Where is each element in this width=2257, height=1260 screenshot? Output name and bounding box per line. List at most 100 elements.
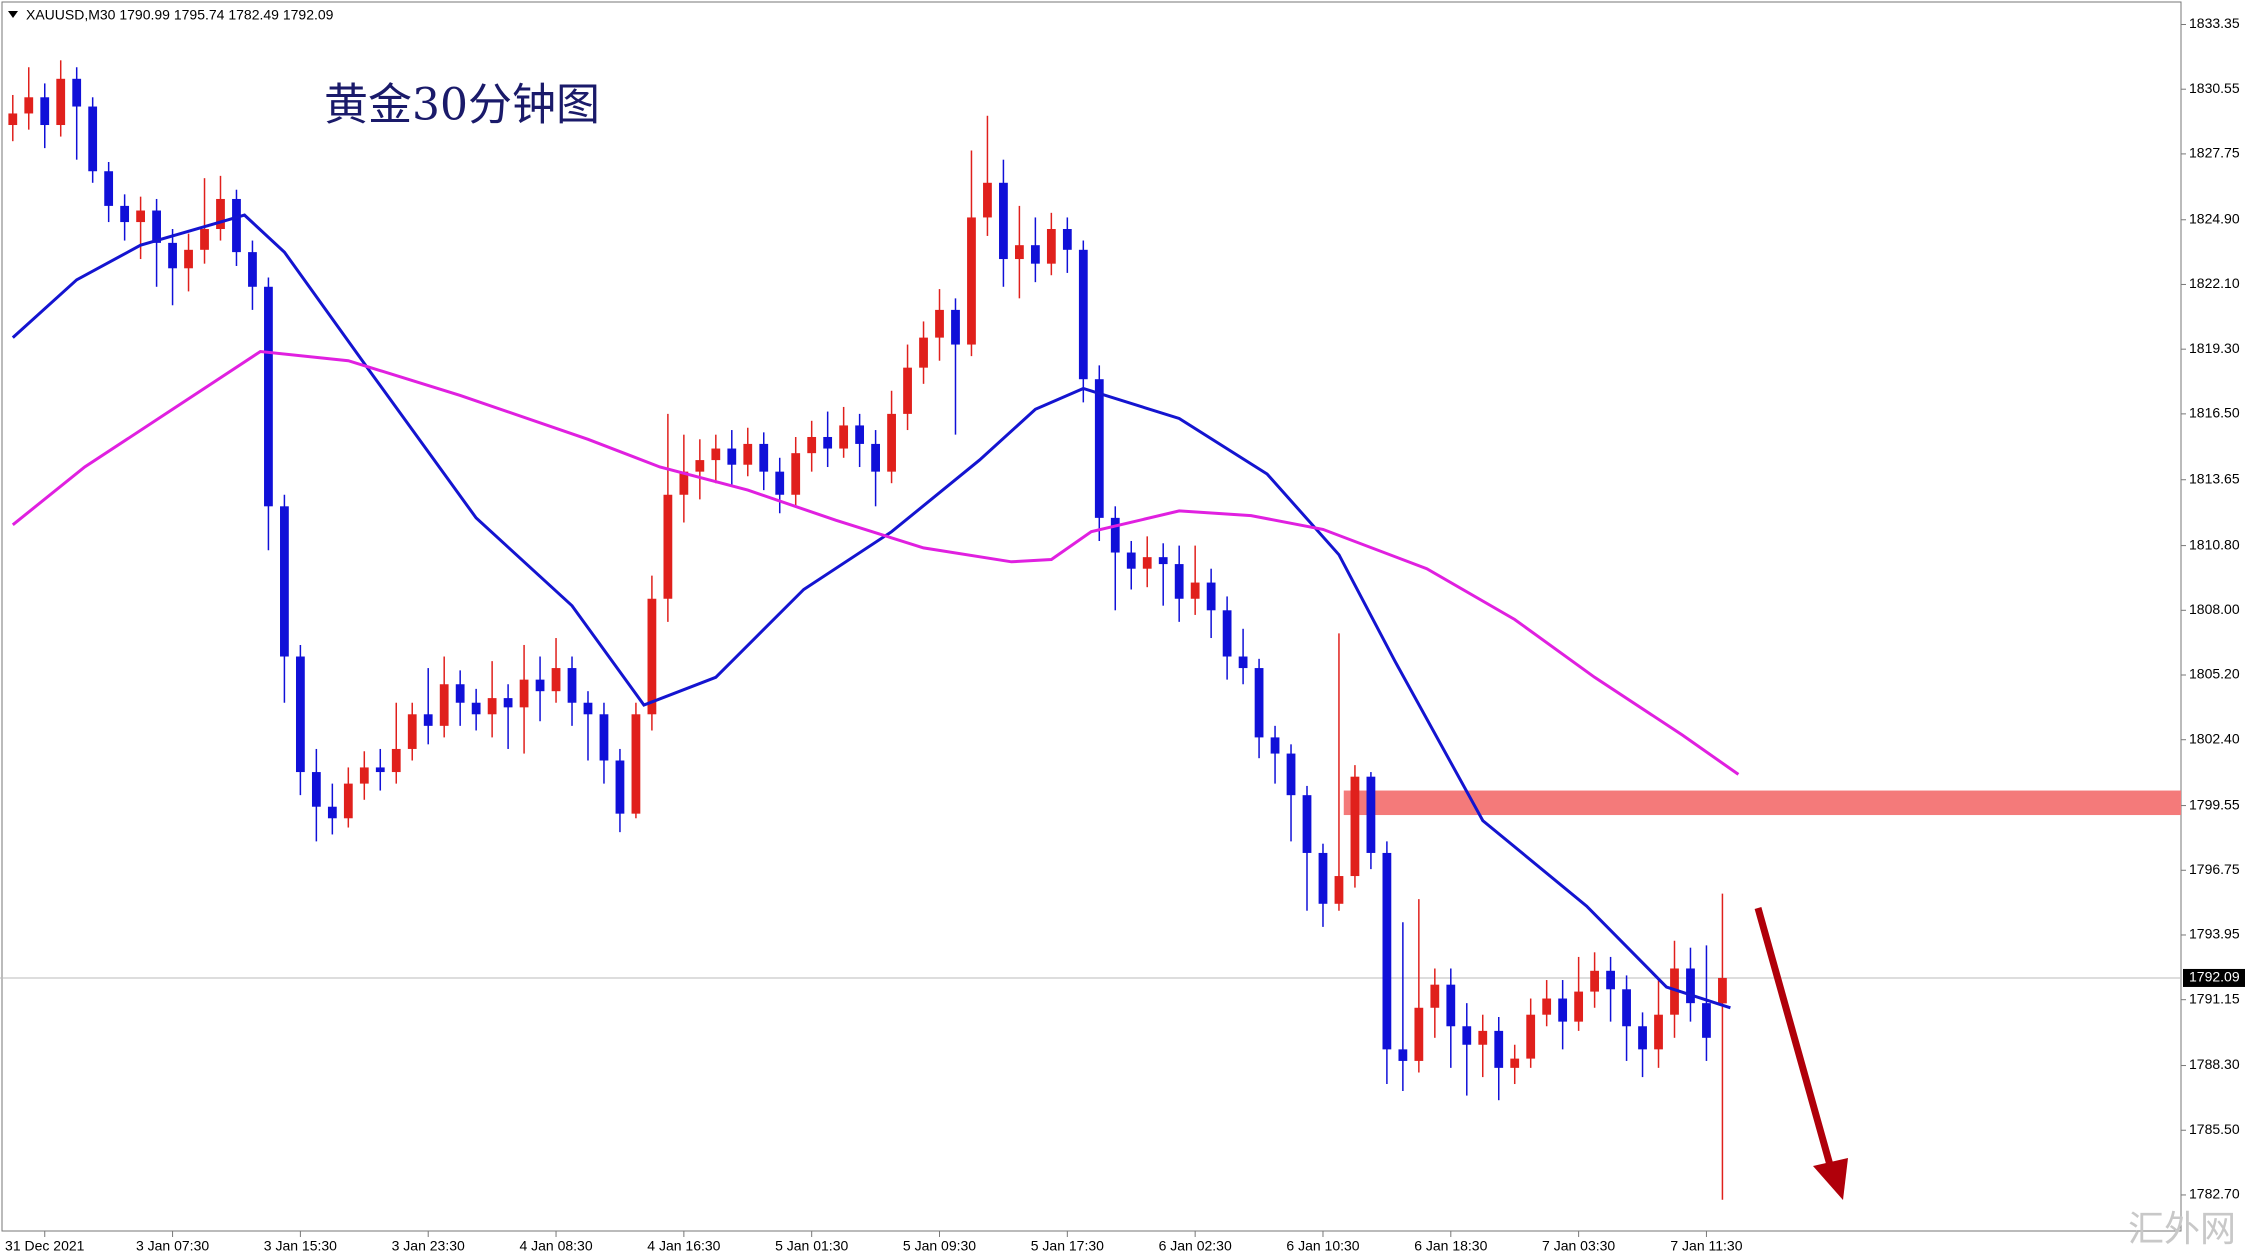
candle-body — [839, 425, 849, 449]
candle-body — [1542, 998, 1552, 1015]
y-tick-label: 1796.75 — [2189, 861, 2240, 877]
candle-body — [200, 229, 209, 250]
candle-body — [1142, 557, 1152, 569]
candle-body — [1670, 968, 1679, 1015]
candle-body — [1078, 249, 1088, 380]
candle-body — [216, 198, 225, 230]
candle-body — [295, 656, 305, 773]
candle-body — [1110, 517, 1120, 553]
candle-body — [407, 714, 417, 749]
current-price-box — [2183, 968, 2245, 987]
candle-body — [24, 97, 34, 114]
candle-body — [1414, 1007, 1424, 1061]
candle-body — [1174, 564, 1184, 599]
candle-body — [1350, 776, 1360, 877]
candle-body — [551, 668, 561, 692]
candle-body — [232, 198, 241, 253]
x-tick-label: 31 Dec 2021 — [5, 1238, 85, 1254]
chart-title: 黄金30分钟图 — [324, 80, 600, 131]
candle-body — [487, 698, 497, 715]
x-tick-label: 6 Jan 02:30 — [1159, 1238, 1232, 1254]
candle-body — [807, 436, 817, 454]
x-tick-label: 3 Jan 07:30 — [136, 1238, 209, 1254]
y-tick-label: 1833.35 — [2189, 15, 2240, 31]
x-tick-label: 3 Jan 15:30 — [264, 1238, 337, 1254]
candle-body — [359, 767, 369, 784]
x-tick-label: 6 Jan 18:30 — [1414, 1238, 1487, 1254]
candle-body — [759, 443, 769, 472]
candle-body — [1270, 737, 1280, 754]
y-tick-label: 1827.75 — [2189, 145, 2240, 161]
candle-body — [152, 210, 161, 243]
candle-body — [567, 668, 577, 703]
candle-body — [391, 748, 401, 773]
candle-body — [1558, 998, 1568, 1022]
candle-body — [631, 714, 641, 814]
candle-body — [1686, 968, 1695, 1004]
x-tick-label: 4 Jan 08:30 — [519, 1238, 592, 1254]
candle-body — [423, 714, 433, 726]
candle-body — [1382, 852, 1392, 1050]
x-tick-label: 5 Jan 17:30 — [1031, 1238, 1104, 1254]
candle-body — [56, 78, 66, 126]
y-tick-label: 1822.10 — [2189, 275, 2240, 291]
y-tick-label: 1782.70 — [2189, 1186, 2240, 1202]
x-tick-label: 6 Jan 10:30 — [1286, 1238, 1359, 1254]
y-tick-label: 1791.15 — [2189, 990, 2240, 1006]
y-tick-label: 1785.50 — [2189, 1121, 2240, 1137]
y-tick-label: 1805.20 — [2189, 666, 2240, 682]
y-tick-label: 1793.95 — [2189, 926, 2240, 942]
candle-body — [1015, 245, 1024, 260]
candle-body — [871, 443, 880, 472]
y-tick-label: 1788.30 — [2189, 1056, 2240, 1072]
candle-body — [1334, 876, 1344, 904]
resistance-zone — [1343, 790, 2181, 816]
candle-body — [1366, 776, 1376, 853]
candle-body — [1302, 795, 1312, 853]
candle-body — [343, 783, 353, 819]
candle-body — [88, 106, 98, 172]
candle-body — [1478, 1030, 1488, 1045]
candle-body — [999, 182, 1008, 260]
y-tick-label: 1813.65 — [2189, 470, 2240, 486]
y-tick-label: 1816.50 — [2189, 405, 2240, 421]
candle-body — [983, 182, 992, 218]
candle-body — [1254, 668, 1264, 738]
y-tick-label: 1808.00 — [2189, 601, 2240, 617]
candle-body — [695, 460, 705, 472]
candle-body — [72, 78, 82, 107]
candle-body — [1094, 379, 1104, 518]
candle-body — [1526, 1014, 1536, 1059]
candle-body — [184, 249, 193, 269]
candle-body — [280, 506, 289, 657]
candle-body — [967, 217, 976, 345]
chart-header: XAUUSD,M30 1790.99 1795.74 1782.49 1792.… — [26, 7, 334, 23]
trend-arrow — [1754, 907, 1848, 1200]
candle-body — [1430, 984, 1440, 1008]
candle-body — [1126, 552, 1136, 569]
candle-body — [471, 702, 481, 715]
candle-body — [1398, 1049, 1408, 1061]
x-tick-label: 4 Jan 16:30 — [647, 1238, 720, 1254]
candle-body — [104, 171, 114, 206]
candle-body — [679, 471, 689, 495]
candle-body — [775, 471, 785, 495]
candle-body — [935, 309, 944, 338]
candle-body — [455, 684, 465, 703]
y-tick-label: 1830.55 — [2189, 80, 2240, 96]
candle-body — [1702, 1003, 1711, 1038]
candle-body — [327, 806, 337, 819]
candle-body — [663, 494, 673, 599]
candle-body — [951, 309, 960, 345]
candle-body — [311, 772, 321, 807]
candle-body — [1046, 229, 1056, 264]
candle-body — [727, 448, 737, 465]
candle-body — [1286, 753, 1296, 796]
candle-body — [1206, 582, 1216, 611]
candle-body — [439, 684, 449, 726]
candle-body — [1606, 970, 1615, 990]
candle-body — [1062, 229, 1072, 250]
candle-body — [791, 453, 801, 495]
